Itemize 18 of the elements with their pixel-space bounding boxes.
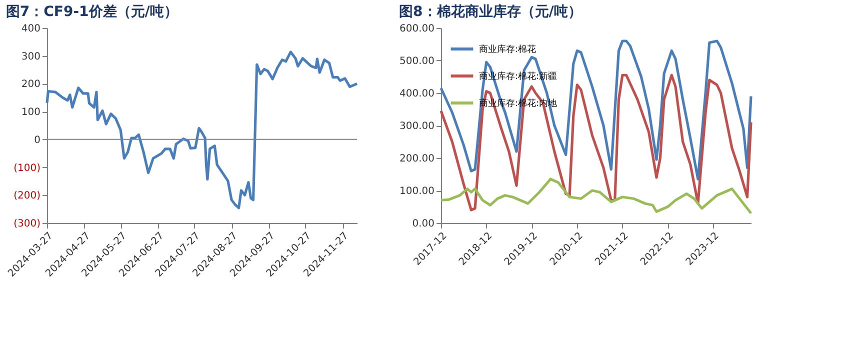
y-tick-label: 100.00 [400,186,434,197]
y-tick-label: 400.00 [400,88,434,100]
y-tick-label: 300.00 [400,121,434,132]
y-tick-label: (300) [14,218,41,230]
y-tick-label: 0 [34,134,40,146]
y-tick-label: 500.00 [400,56,434,67]
y-tick-label: (200) [14,190,41,202]
y-tick-label: 100 [21,107,40,118]
y-tick-label: 200.00 [400,154,434,164]
chart-title: 图7：CF9-1价差（元/吨） [6,4,178,20]
legend-label: 商业库存:棉花 [479,44,536,55]
y-tick-label: 400 [21,24,40,34]
y-tick-label: 200 [21,79,40,90]
y-tick-label: 0.00 [412,218,434,230]
chart-title: 图8：棉花商业库存（元/吨） [399,3,582,20]
y-tick-label: 600.00 [400,24,434,34]
y-tick-label: (100) [14,162,41,174]
y-tick-label: 300 [21,51,40,62]
